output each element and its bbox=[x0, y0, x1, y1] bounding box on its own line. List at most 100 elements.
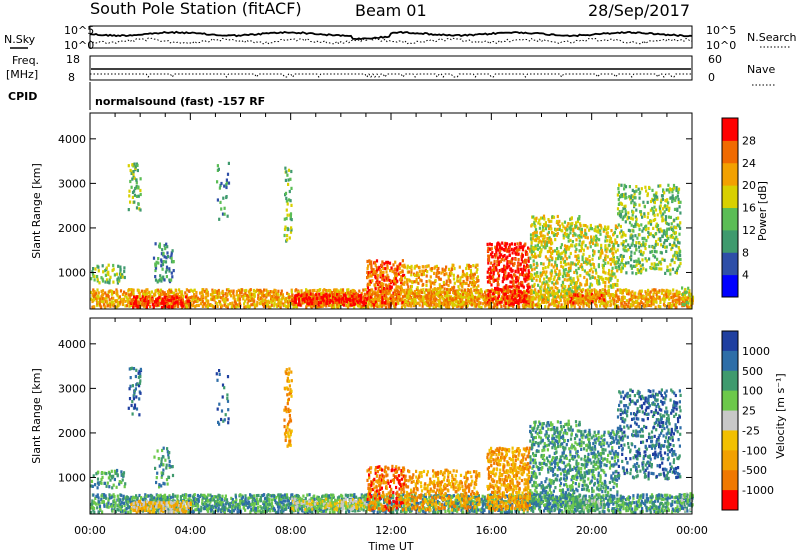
range-gate-cell bbox=[353, 305, 356, 309]
range-gate-cell bbox=[475, 286, 478, 290]
range-gate-cell bbox=[429, 275, 432, 279]
range-gate-cell bbox=[379, 300, 382, 304]
range-gate-cell bbox=[558, 269, 561, 273]
range-gate-cell bbox=[600, 301, 603, 305]
range-gate-cell bbox=[420, 290, 424, 295]
range-gate-cell bbox=[549, 277, 552, 281]
range-gate-cell bbox=[574, 233, 577, 237]
range-gate-cell bbox=[410, 288, 413, 292]
range-gate-cell bbox=[283, 297, 286, 301]
range-gate-cell bbox=[686, 296, 689, 300]
range-gate-cell bbox=[124, 304, 127, 308]
range-gate-cell bbox=[572, 227, 575, 231]
range-gate-cell bbox=[100, 305, 103, 309]
range-gate-cell bbox=[331, 291, 334, 295]
range-gate-cell bbox=[442, 290, 445, 294]
range-gate-cell bbox=[671, 258, 674, 262]
range-gate-cell bbox=[430, 290, 433, 294]
range-gate-cell bbox=[551, 291, 554, 295]
range-gate-cell bbox=[370, 274, 373, 278]
range-gate-cell bbox=[534, 224, 537, 229]
range-gate-cell bbox=[473, 283, 476, 287]
range-gate-cell bbox=[442, 269, 445, 274]
range-gate-cell bbox=[542, 216, 545, 220]
range-gate-cell bbox=[645, 298, 648, 303]
range-gate-cell bbox=[422, 298, 425, 302]
range-gate-cell bbox=[635, 241, 638, 245]
range-gate-cell bbox=[417, 275, 420, 279]
range-gate-cell bbox=[584, 301, 587, 306]
range-gate-cell bbox=[629, 291, 633, 295]
range-gate-cell bbox=[527, 265, 530, 269]
range-gate-cell bbox=[556, 231, 559, 236]
range-gate-cell bbox=[137, 186, 140, 190]
range-gate-cell bbox=[379, 268, 382, 272]
range-gate-cell bbox=[130, 185, 133, 189]
range-gate-cell bbox=[243, 299, 247, 303]
range-gate-cell bbox=[351, 303, 354, 307]
range-gate-cell bbox=[370, 293, 374, 297]
range-gate-cell bbox=[136, 168, 139, 173]
range-gate-cell bbox=[658, 289, 661, 293]
range-gate-cell bbox=[223, 206, 226, 210]
range-gate-cell bbox=[368, 271, 371, 275]
range-gate-cell bbox=[322, 291, 325, 296]
range-gate-cell bbox=[673, 218, 676, 222]
range-gate-cell bbox=[438, 290, 441, 294]
range-gate-cell bbox=[297, 297, 300, 301]
range-gate-cell bbox=[530, 265, 533, 269]
range-gate-cell bbox=[507, 260, 510, 264]
range-gate-cell bbox=[666, 204, 669, 209]
range-gate-cell bbox=[110, 303, 113, 307]
range-gate-cell bbox=[461, 295, 465, 299]
range-gate-cell bbox=[393, 298, 396, 302]
range-gate-cell bbox=[514, 257, 517, 261]
range-gate-cell bbox=[655, 250, 658, 254]
range-gate-cell bbox=[515, 252, 518, 256]
range-gate-cell bbox=[611, 266, 614, 270]
range-gate-cell bbox=[610, 303, 613, 307]
range-gate-cell bbox=[376, 268, 379, 272]
range-gate-cell bbox=[333, 305, 336, 309]
range-gate-cell bbox=[349, 300, 352, 304]
range-gate-cell bbox=[91, 272, 95, 276]
range-gate-cell bbox=[283, 233, 286, 238]
range-gate-cell bbox=[685, 299, 688, 303]
range-gate-cell bbox=[387, 292, 390, 296]
range-gate-cell bbox=[579, 296, 582, 300]
range-gate-cell bbox=[244, 291, 247, 295]
range-gate-cell bbox=[490, 288, 494, 292]
range-gate-cell bbox=[119, 265, 122, 269]
range-gate-cell bbox=[238, 297, 242, 301]
range-gate-cell bbox=[469, 287, 473, 291]
range-gate-cell bbox=[407, 304, 410, 308]
range-gate-cell bbox=[288, 304, 291, 308]
range-gate-cell bbox=[664, 271, 667, 275]
range-gate-cell bbox=[371, 303, 374, 307]
range-gate-cell bbox=[532, 215, 535, 219]
range-gate-cell bbox=[655, 293, 658, 297]
range-gate-cell bbox=[154, 242, 157, 246]
range-gate-cell bbox=[231, 301, 234, 305]
range-gate-cell bbox=[576, 300, 579, 304]
range-gate-cell bbox=[518, 248, 521, 252]
range-gate-cell bbox=[565, 262, 568, 266]
range-gate-cell bbox=[538, 226, 541, 230]
range-gate-cell bbox=[376, 279, 379, 283]
range-gate-cell bbox=[586, 225, 589, 229]
range-gate-cell bbox=[533, 272, 536, 276]
range-gate-cell bbox=[678, 302, 681, 306]
range-gate-cell bbox=[540, 240, 543, 244]
range-gate-cell bbox=[585, 291, 588, 295]
range-gate-cell bbox=[531, 268, 534, 272]
range-gate-cell bbox=[415, 278, 418, 282]
range-gate-cell bbox=[490, 299, 493, 303]
range-gate-cell bbox=[501, 280, 504, 284]
range-gate-cell bbox=[177, 304, 180, 308]
range-gate-cell bbox=[527, 259, 530, 263]
range-gate-cell bbox=[634, 196, 637, 200]
range-gate-cell bbox=[542, 234, 545, 238]
range-gate-cell bbox=[132, 305, 135, 309]
range-gate-cell bbox=[134, 304, 137, 308]
range-gate-cell bbox=[530, 252, 533, 256]
